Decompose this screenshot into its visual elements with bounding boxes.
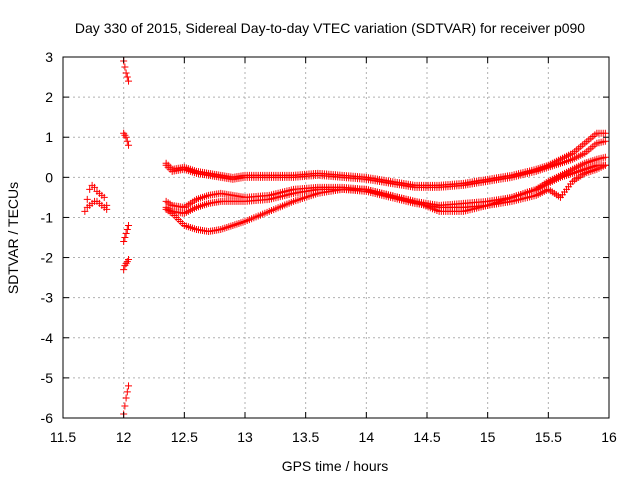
y-tick-label: 0 [45, 169, 53, 185]
data-point [125, 141, 133, 149]
data-point [122, 133, 130, 141]
x-tick-labels: 11.5 12 12.5 13 13.5 14 14.5 15 15.5 16 [50, 429, 617, 445]
data-point [81, 207, 89, 215]
data-point [122, 394, 130, 402]
y-tick-label: -4 [41, 330, 54, 346]
data-point [122, 229, 130, 237]
y-tick-label: -6 [41, 410, 54, 426]
data-point [103, 205, 111, 213]
series-group [162, 137, 609, 191]
y-tick-label: -3 [41, 290, 54, 306]
series-group [120, 256, 133, 274]
data-point [601, 137, 609, 145]
x-tick-label: 11.5 [50, 429, 76, 445]
series-group [83, 197, 111, 213]
series-group [120, 221, 133, 246]
x-tick-label: 14 [359, 429, 375, 445]
axis-ticks [62, 56, 610, 419]
x-tick-label: 15.5 [535, 429, 562, 445]
data-point [125, 256, 133, 264]
y-tick-labels: -6 -5 -4 -3 -2 -1 0 1 2 3 [41, 49, 54, 426]
data-point [122, 69, 130, 77]
x-tick-label: 14.5 [413, 429, 440, 445]
x-tick-label: 13 [237, 429, 253, 445]
data-point [123, 388, 131, 396]
series-group [120, 382, 133, 418]
data-point [601, 153, 609, 161]
y-tick-label: 2 [45, 89, 53, 105]
series-group [162, 161, 609, 235]
series-group [120, 57, 133, 85]
x-tick-label: 13.5 [292, 429, 319, 445]
chart-title: Day 330 of 2015, Sidereal Day-to-day VTE… [75, 20, 585, 36]
y-tick-label: -2 [41, 250, 54, 266]
x-axis-label: GPS time / hours [282, 458, 389, 474]
data-point [91, 183, 99, 191]
x-tick-label: 12 [116, 429, 132, 445]
y-tick-label: -5 [41, 370, 54, 386]
data-point [125, 221, 133, 229]
data-point [83, 195, 91, 203]
data-point [121, 234, 129, 241]
y-axis-label: SDTVAR / TECUs [5, 182, 21, 294]
x-tick-label: 12.5 [171, 429, 198, 445]
data-point [121, 402, 129, 410]
y-tick-label: -1 [41, 209, 54, 225]
data-point [120, 266, 128, 274]
data-point [123, 225, 131, 233]
data-point [123, 73, 131, 81]
series-group [120, 129, 133, 149]
data-point [125, 77, 133, 85]
x-tick-label: 16 [601, 429, 617, 445]
data-marks [81, 57, 609, 418]
data-point [121, 63, 129, 71]
plot-frame [62, 56, 610, 419]
data-point [120, 238, 128, 246]
data-point [125, 382, 133, 390]
series-group [81, 181, 111, 215]
data-point [601, 129, 609, 137]
y-tick-label: 3 [45, 49, 53, 65]
grid [63, 57, 609, 418]
x-tick-label: 15 [480, 429, 496, 445]
data-point [100, 193, 108, 201]
data-point [601, 161, 609, 169]
y-tick-label: 1 [45, 129, 53, 145]
data-point [123, 137, 131, 145]
data-point [86, 185, 94, 193]
